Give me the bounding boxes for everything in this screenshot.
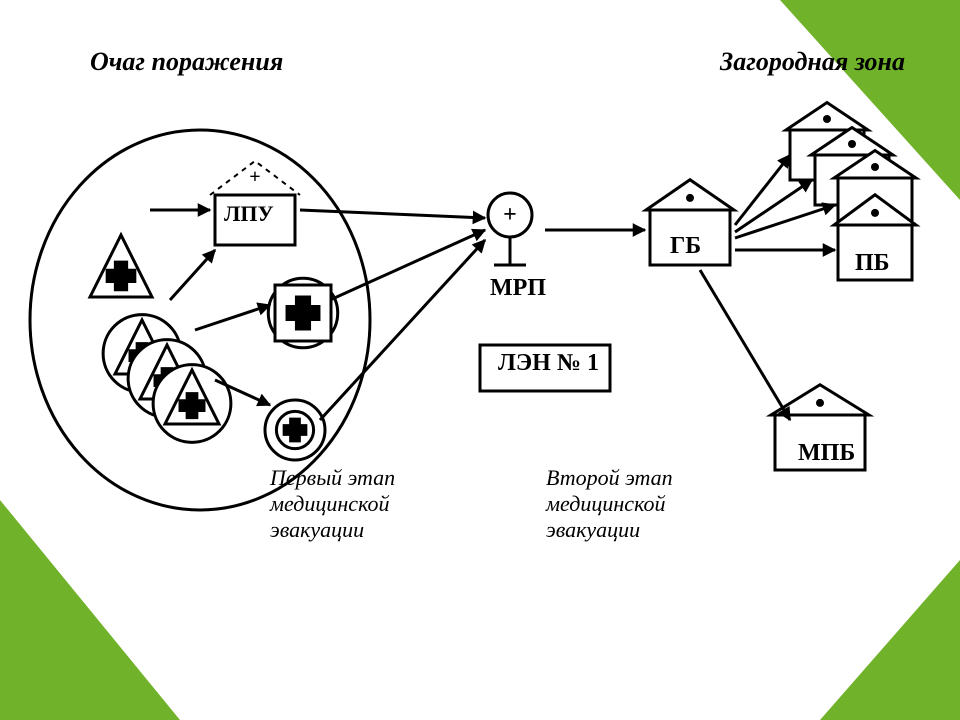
title-left: Очаг поражения xyxy=(90,47,283,76)
svg-text:+: + xyxy=(503,202,517,228)
label-pb: ПБ xyxy=(855,250,890,276)
label-gb: ГБ xyxy=(670,233,701,259)
label-len: ЛЭН № 1 xyxy=(498,350,599,376)
caption-stage2-1: Второй этап xyxy=(546,465,673,490)
label-mrp: МРП xyxy=(490,275,546,301)
svg-text:+: + xyxy=(249,166,260,188)
label-lpu: ЛПУ xyxy=(224,201,274,226)
caption-stage1-3: эвакуации xyxy=(270,517,364,542)
caption-stage2-3: эвакуации xyxy=(546,517,640,542)
label-mpb: МПБ xyxy=(798,440,855,466)
caption-stage2-2: медицинской xyxy=(545,491,666,516)
title-right: Загородная зона xyxy=(719,47,905,76)
caption-stage1-1: Первый этап xyxy=(269,465,395,490)
caption-stage1-2: медицинской xyxy=(269,491,390,516)
